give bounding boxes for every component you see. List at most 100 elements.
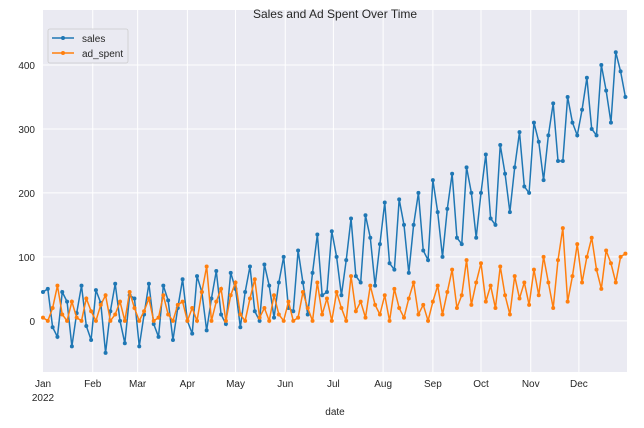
data-point-ad_spent xyxy=(421,302,426,307)
data-point-sales xyxy=(435,210,440,215)
data-point-sales xyxy=(122,341,127,346)
data-point-ad_spent xyxy=(219,286,224,291)
x-tick-label: Jan xyxy=(35,379,51,390)
x-tick-label: Apr xyxy=(180,379,196,390)
data-point-ad_spent xyxy=(286,299,291,304)
data-point-ad_spent xyxy=(469,302,474,307)
data-point-ad_spent xyxy=(315,280,320,285)
data-point-ad_spent xyxy=(363,315,368,320)
data-point-sales xyxy=(137,344,142,349)
data-point-sales xyxy=(113,281,118,286)
data-point-ad_spent xyxy=(214,299,219,304)
data-point-ad_spent xyxy=(556,258,561,263)
data-point-sales xyxy=(118,318,123,323)
data-point-sales xyxy=(315,232,320,237)
data-point-sales xyxy=(103,350,108,355)
data-point-ad_spent xyxy=(223,318,228,323)
data-point-ad_spent xyxy=(180,299,185,304)
data-point-sales xyxy=(209,296,214,301)
data-point-ad_spent xyxy=(209,318,214,323)
series-sales xyxy=(41,50,628,355)
data-point-sales xyxy=(310,270,315,275)
data-point-sales xyxy=(387,261,392,266)
data-point-ad_spent xyxy=(262,306,267,311)
data-point-sales xyxy=(41,290,45,295)
data-point-sales xyxy=(55,334,60,339)
data-point-sales xyxy=(421,248,426,253)
data-point-ad_spent xyxy=(416,312,421,317)
data-point-sales xyxy=(305,312,310,317)
data-point-sales xyxy=(329,229,334,234)
data-point-ad_spent xyxy=(233,280,238,285)
data-point-ad_spent xyxy=(344,318,349,323)
data-point-sales xyxy=(377,242,382,247)
data-point-ad_spent xyxy=(324,296,329,301)
data-point-ad_spent xyxy=(546,280,551,285)
data-point-ad_spent xyxy=(382,293,387,298)
data-point-ad_spent xyxy=(60,312,65,317)
data-point-sales xyxy=(243,290,248,295)
data-point-sales xyxy=(180,277,185,282)
data-point-sales xyxy=(570,120,575,125)
data-point-sales xyxy=(190,331,195,336)
data-point-ad_spent xyxy=(161,293,166,298)
data-point-ad_spent xyxy=(132,306,137,311)
data-point-sales xyxy=(156,334,161,339)
data-point-sales xyxy=(146,281,151,286)
data-point-ad_spent xyxy=(272,293,277,298)
data-point-ad_spent xyxy=(608,261,613,266)
data-point-sales xyxy=(416,190,421,195)
data-point-sales xyxy=(580,107,585,112)
data-point-ad_spent xyxy=(575,242,580,247)
data-point-sales xyxy=(151,322,156,327)
data-point-ad_spent xyxy=(498,264,503,269)
data-point-ad_spent xyxy=(190,306,195,311)
data-point-ad_spent xyxy=(368,283,373,288)
x-tick-label: May xyxy=(226,379,245,390)
data-point-ad_spent xyxy=(373,302,378,307)
data-point-sales xyxy=(488,216,493,221)
data-point-ad_spent xyxy=(512,274,517,279)
data-point-sales xyxy=(531,120,536,125)
data-point-ad_spent xyxy=(252,277,257,282)
data-point-sales xyxy=(584,75,589,80)
x-tick-label: Aug xyxy=(374,379,392,390)
data-point-sales xyxy=(84,323,89,328)
data-point-ad_spent xyxy=(118,299,123,304)
data-point-sales xyxy=(411,222,416,227)
data-point-ad_spent xyxy=(267,318,272,323)
data-point-sales xyxy=(349,216,354,221)
data-point-sales xyxy=(257,318,262,323)
data-point-ad_spent xyxy=(440,312,445,317)
data-point-sales xyxy=(89,338,94,343)
data-point-ad_spent xyxy=(300,290,305,295)
data-point-sales xyxy=(459,242,464,247)
data-point-ad_spent xyxy=(127,290,132,295)
legend-ad-spent-label: ad_spent xyxy=(82,49,123,60)
x-tick-label: Mar xyxy=(129,379,147,390)
data-point-ad_spent xyxy=(406,296,411,301)
data-point-ad_spent xyxy=(589,235,594,240)
data-point-ad_spent xyxy=(93,318,98,323)
data-point-sales xyxy=(406,270,411,275)
data-point-sales xyxy=(556,158,561,163)
data-point-sales xyxy=(272,315,277,320)
data-point-sales xyxy=(440,254,445,259)
data-point-ad_spent xyxy=(243,318,248,323)
data-point-sales xyxy=(517,130,522,135)
data-point-ad_spent xyxy=(175,302,180,307)
data-point-ad_spent xyxy=(276,312,281,317)
data-point-sales xyxy=(546,133,551,138)
data-point-ad_spent xyxy=(536,293,541,298)
data-point-ad_spent xyxy=(397,306,402,311)
data-point-ad_spent xyxy=(65,318,70,323)
data-point-ad_spent xyxy=(387,318,392,323)
data-point-ad_spent xyxy=(320,312,325,317)
data-point-ad_spent xyxy=(296,315,301,320)
data-point-sales xyxy=(358,280,363,285)
data-point-ad_spent xyxy=(98,302,103,307)
x-tick-label: Jul xyxy=(327,379,340,390)
data-point-ad_spent xyxy=(594,267,599,272)
data-point-ad_spent xyxy=(247,296,252,301)
y-tick-label: 100 xyxy=(18,253,35,264)
